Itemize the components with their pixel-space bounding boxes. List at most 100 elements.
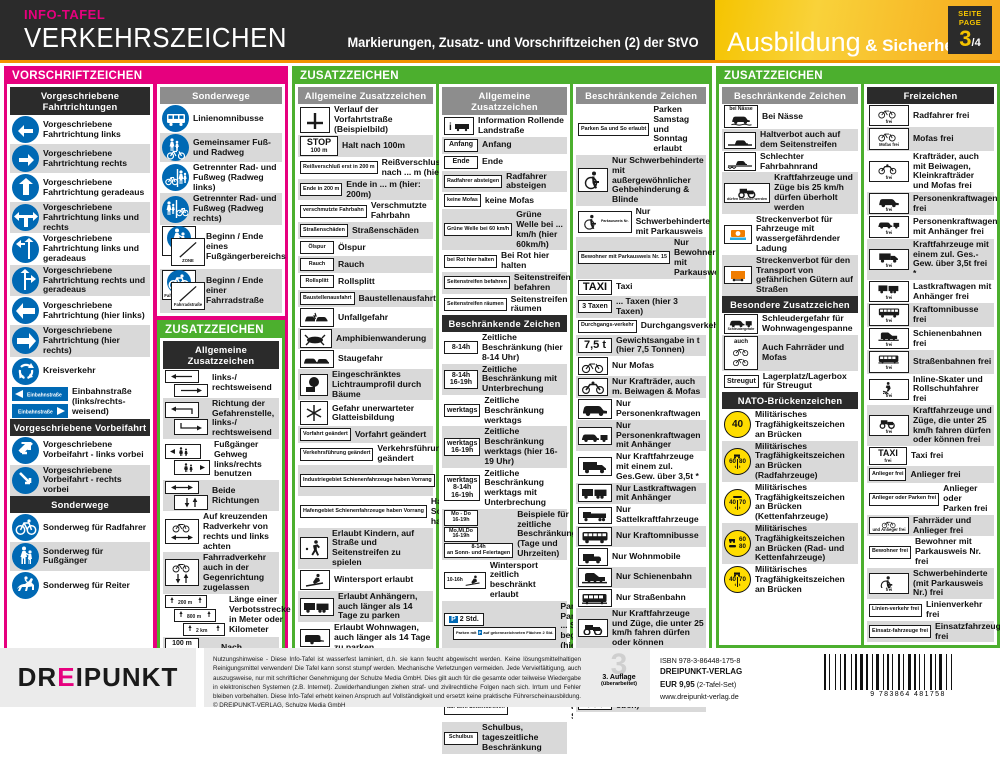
list-item[interactable]: Richtung der Gefahrenstelle, links-/ rec… [163,397,279,439]
list-item[interactable]: frei Kraftfahrzeuge mit einem zul. Ges.-G… [867,238,994,280]
list-item[interactable]: Reißverschluß erst in 200 m Reißverschlus… [298,157,484,179]
list-item[interactable]: Anlieger oder Parken frei Anlieger oder P… [867,483,994,514]
list-item[interactable]: 40 70 t t Militärisches Tragfähigkeitszeiche… [722,564,858,595]
list-item[interactable]: Streckenverbot für Fahrzeuge mit wasserg… [722,214,858,255]
website-link[interactable]: www.dreipunkt-verlag.de [660,691,739,701]
list-item[interactable]: Staugefahr [298,349,433,369]
list-item[interactable]: Fußgänger Gehweg links/rechts benutzen [163,439,279,480]
list-item[interactable]: Nur Kraftfahrzeuge und Züge, die unter 2… [576,607,707,650]
list-item[interactable]: Nur Sattelkraftfahrzeuge [576,504,706,526]
list-item-einbahn[interactable]: Einbahnstraße Einbahnstraße Einbahnstraß… [10,386,150,419]
list-item[interactable]: Auf kreuzenden Radverkehr von rechts und… [163,511,279,552]
list-item[interactable]: Beide Richtungen [163,480,279,512]
list-item[interactable]: Nur Mofas [576,356,706,376]
list-item[interactable]: frei Straßenbahnen frei [867,350,994,374]
list-item[interactable]: Eingeschränktes Lichtraumprofil durch Bä… [298,368,433,401]
list-item[interactable]: auch Auch Fahrräder und Mofas [722,334,858,371]
list-item[interactable]: Vorgeschriebene Fahrtrichtung links [10,115,150,144]
list-item[interactable]: Vorgeschriebene Vorbeifahrt - links vorb… [10,436,150,465]
list-item[interactable]: Haltverbot auch auf dem Seitenstreifen [722,129,858,151]
list-item[interactable]: frei Krafträder, auch mit Beiwagen, Klein… [867,151,994,192]
list-item[interactable]: 8-14h Zeitliche Beschränkung (hier 8-14 U… [442,332,567,363]
list-item[interactable]: werktags 8-14h 16-19h Zeitliche Beschränkun… [442,468,567,509]
list-item[interactable]: und Anlieger frei Fahrräder und Anlieger … [867,514,994,537]
list-item[interactable]: Baustellenausfahrt Baustellenausfahrt [298,289,436,307]
list-item[interactable]: 7,5 t Gewichtsangabe in t (hier 7,5 Tonne… [576,334,707,357]
list-item[interactable]: Erlaubt Kindern, auf Straße und Seitenst… [298,527,433,569]
list-item[interactable]: Verkehrsführung geändert Verkehrsführung … [298,443,446,465]
list-item[interactable]: Unfallgefahr [298,307,433,328]
list-item[interactable]: 3 Taxen ... Taxen (hier 3 Taxen) [576,296,707,318]
list-item[interactable]: Anlieger frei Anlieger frei [867,466,994,484]
list-item[interactable]: Vorgeschriebene Fahrtrichtung rechts [10,144,150,173]
list-item[interactable]: Kreisverkehr [10,357,150,386]
list-item[interactable]: Vorgeschriebene Vorbeifahrt - rechts vor… [10,464,150,496]
list-item[interactable]: Vorgeschriebene Fahrtrichtung geradeaus [10,173,150,202]
list-item[interactable]: Nur Kraftomnibusse [576,525,707,547]
list-item[interactable]: Anfang Anfang [442,136,567,154]
list-item[interactable]: Fahrradverkehr auch in der Gegenrichtung… [163,552,279,594]
list-item[interactable]: Streugut Lagerplatz/Lagerbox für Streugut [722,371,858,393]
list-item[interactable]: Nur Krafträder, auch m. Beiwagen & Mofas [576,376,707,398]
list-item[interactable]: Schlechter Fahrbahnrand [722,151,858,173]
list-item[interactable]: Ende in 200 m Ende in ... m (hier: 200m) [298,178,433,201]
list-item[interactable]: TAXI Taxi [576,279,706,297]
list-item[interactable]: Ölspur Ölspur [298,239,433,256]
list-item[interactable]: frei Lastkraftwagen mit Anhänger frei [867,280,994,303]
list-item[interactable]: Nur Straßenbahn [576,588,706,608]
list-item[interactable]: Sonderweg für Reiter [10,571,150,600]
list-item[interactable]: Nur Personenkraftwagen mit Anhänger [576,419,707,452]
list-item[interactable]: Nur Schienenbahn [576,566,707,588]
list-item[interactable]: Sonderweg für Fußgänger [10,541,150,571]
list-item[interactable]: frei Kraftfahrzeuge und Züge, die unter 2… [867,405,994,447]
list-item[interactable]: Vorgeschriebene Fahrtrichtung (hier link… [10,296,150,325]
list-item[interactable]: 200 m 800 m 2 km Länge einer Verbotsstrecke… [163,594,291,637]
list-item[interactable]: P 2 Std. Parken mit P auf gekennzeichnete… [442,600,613,652]
list-item[interactable]: Nur Wohnmobile [576,547,706,567]
list-item[interactable]: werktags 16-19h Zeitliche Beschränkung wer… [442,426,567,468]
list-item[interactable]: Einsatz-fahrzeuge frei Einsatzfahrzeuge f… [867,620,1000,643]
list-item[interactable]: keine Mofas keine Mofas [442,192,567,209]
list-item[interactable]: Bewohner mit Parkausweis Nr. 15 Nur Bewoh… [576,237,726,279]
list-item[interactable]: 60 80 Militärisches Tragfähigkeitszeichen … [722,522,858,565]
list-item[interactable]: Parkausweis Nr. Nur Schwerbehinderte mit … [576,206,710,237]
list-item[interactable]: frei Schwerbehinderte (mit Parkausweis Nr… [867,567,994,600]
list-item[interactable]: Nur Lastkraftwagen mit Anhänger [576,482,707,505]
list-item[interactable]: Getrennter Rad- und Fußweg (Radweg recht… [160,193,282,225]
list-item[interactable]: bei Rot hier halten Bei Rot hier halten [442,250,567,272]
list-item[interactable]: FahrradstraßeFahrradstraßeBeginn / Ende … [160,268,282,313]
list-item[interactable]: Erlaubt Wohnwagen, auch länger als 14 Ta… [298,622,433,653]
list-item[interactable]: Durchgangs-verkehr Durchgangsverkehr [576,318,722,335]
list-item[interactable]: frei Personenkraftwagen mit Anhänger frei [867,215,998,238]
list-item[interactable]: Schleudergefahr Schleudergefahr für Wohnw… [722,313,858,335]
list-item[interactable]: Seitenstreifen befahren Seitenstreifen be… [442,271,571,294]
list-item[interactable]: 60 80 t t Militärisches Tragfähigkeitszeiche… [722,440,858,482]
list-item[interactable]: Gefahr unerwarteter Glatteisbildung [298,400,433,426]
list-item[interactable]: Verlauf der Vorfahrtstraße (Beispielbild… [298,104,433,135]
list-item[interactable]: frei Radfahrer frei [867,104,994,127]
list-item[interactable]: Amphibienwanderung [298,327,433,349]
list-item[interactable]: STOP 100 m Halt nach 100m [298,135,433,158]
list-item[interactable]: Rollsplitt Rollsplitt [298,273,433,290]
list-item[interactable]: Bewohner frei Bewohner mit Parkausweis Nr… [867,536,994,567]
list-item[interactable]: Industriegebiet Schienenfahrzeuge haben … [298,464,518,497]
list-item[interactable]: ZONEZONEBeginn / Ende eines Fußgängerber… [160,225,286,269]
list-item[interactable]: Schulbus Schulbus, tageszeitliche Beschrä… [442,722,567,754]
list-item[interactable]: werktags Zeitliche Beschränkung werktags [442,395,567,426]
list-item[interactable]: Sonderweg für Radfahrer [10,513,150,542]
list-item[interactable]: Nur Kraftfahrzeuge mit einem zul. Ges.Ge… [576,451,706,482]
list-item[interactable]: Streckenverbot für den Transport von gef… [722,254,858,296]
list-item[interactable]: 40 Militärisches Tragfähigkeitszeichen an… [722,409,858,440]
list-item[interactable]: Grüne Welle bei 60 km/h Grüne Welle bei .… [442,209,567,251]
list-item[interactable]: Erlaubt Anhängern, auch länger als 14 Ta… [298,590,433,623]
list-item[interactable]: Linienomnibusse [160,104,282,133]
list-item[interactable]: Ende Ende [442,154,567,171]
list-item[interactable]: verschmutzte Fahrbahn Verschmutzte Fahrba… [298,200,433,222]
list-item[interactable]: Hafengebiet Schienenfahrzeuge haben Vorr… [298,496,510,527]
list-item[interactable]: 40 70 t t Militärisches Tragfähigkeitszeiche… [722,482,858,523]
list-item[interactable]: Vorgeschriebene Fahrtrichtung (hier rech… [10,325,150,357]
list-item[interactable]: 10-16h Wintersport zeitlich beschränkt er… [442,560,567,601]
list-item[interactable]: Radfahrer absteigen Radfahrer absteigen [442,170,567,193]
list-item[interactable]: 8-14h 16-19h Zeitliche Beschränkung mit Un… [442,363,567,395]
list-item[interactable]: Mofas frei Mofas frei [867,127,994,151]
